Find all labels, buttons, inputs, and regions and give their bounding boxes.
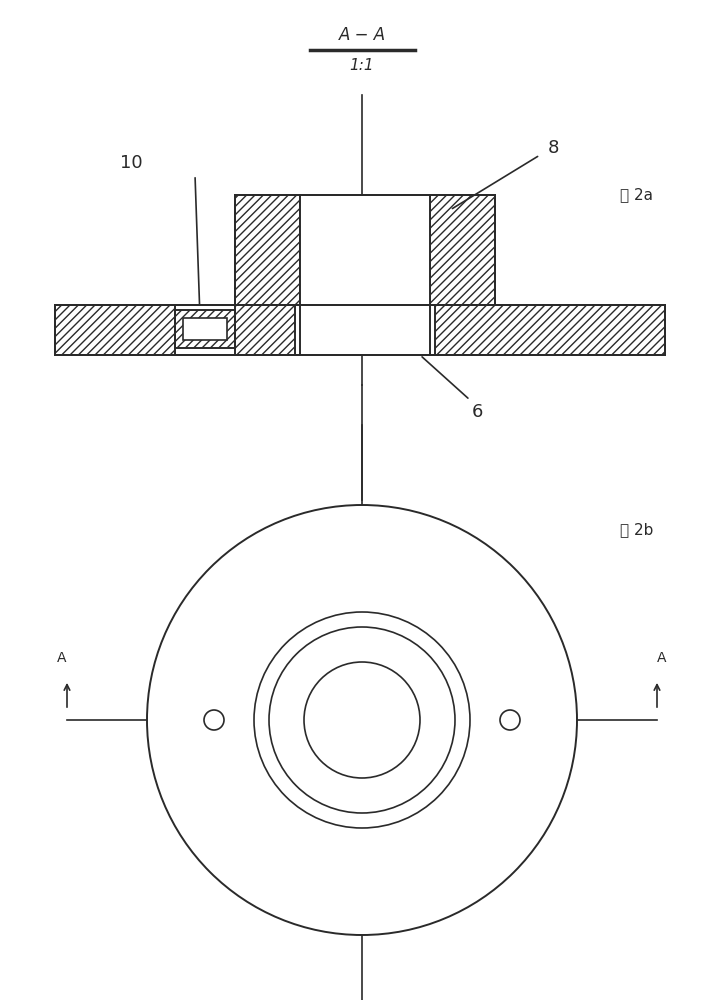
Bar [55,305,665,355]
Bar [175,310,235,348]
Text: A: A [57,651,67,665]
Bar [175,310,235,348]
Text: 6: 6 [472,403,484,421]
Bar [300,195,430,305]
Text: A − A: A − A [338,26,386,44]
Circle shape [269,627,455,813]
Text: 图 2b: 图 2b [620,522,653,538]
Text: 图 2a: 图 2a [620,188,653,202]
Circle shape [304,662,420,778]
Text: 10: 10 [120,154,143,172]
Bar [175,305,235,355]
Circle shape [204,710,224,730]
Text: 1:1: 1:1 [350,57,374,73]
Bar [430,195,495,305]
Bar [235,195,300,305]
Circle shape [254,612,470,828]
Bar [295,305,435,355]
Text: A: A [657,651,667,665]
Bar [55,305,665,355]
Circle shape [500,710,520,730]
Text: 8: 8 [548,139,560,157]
Bar [183,318,227,340]
Circle shape [147,505,577,935]
